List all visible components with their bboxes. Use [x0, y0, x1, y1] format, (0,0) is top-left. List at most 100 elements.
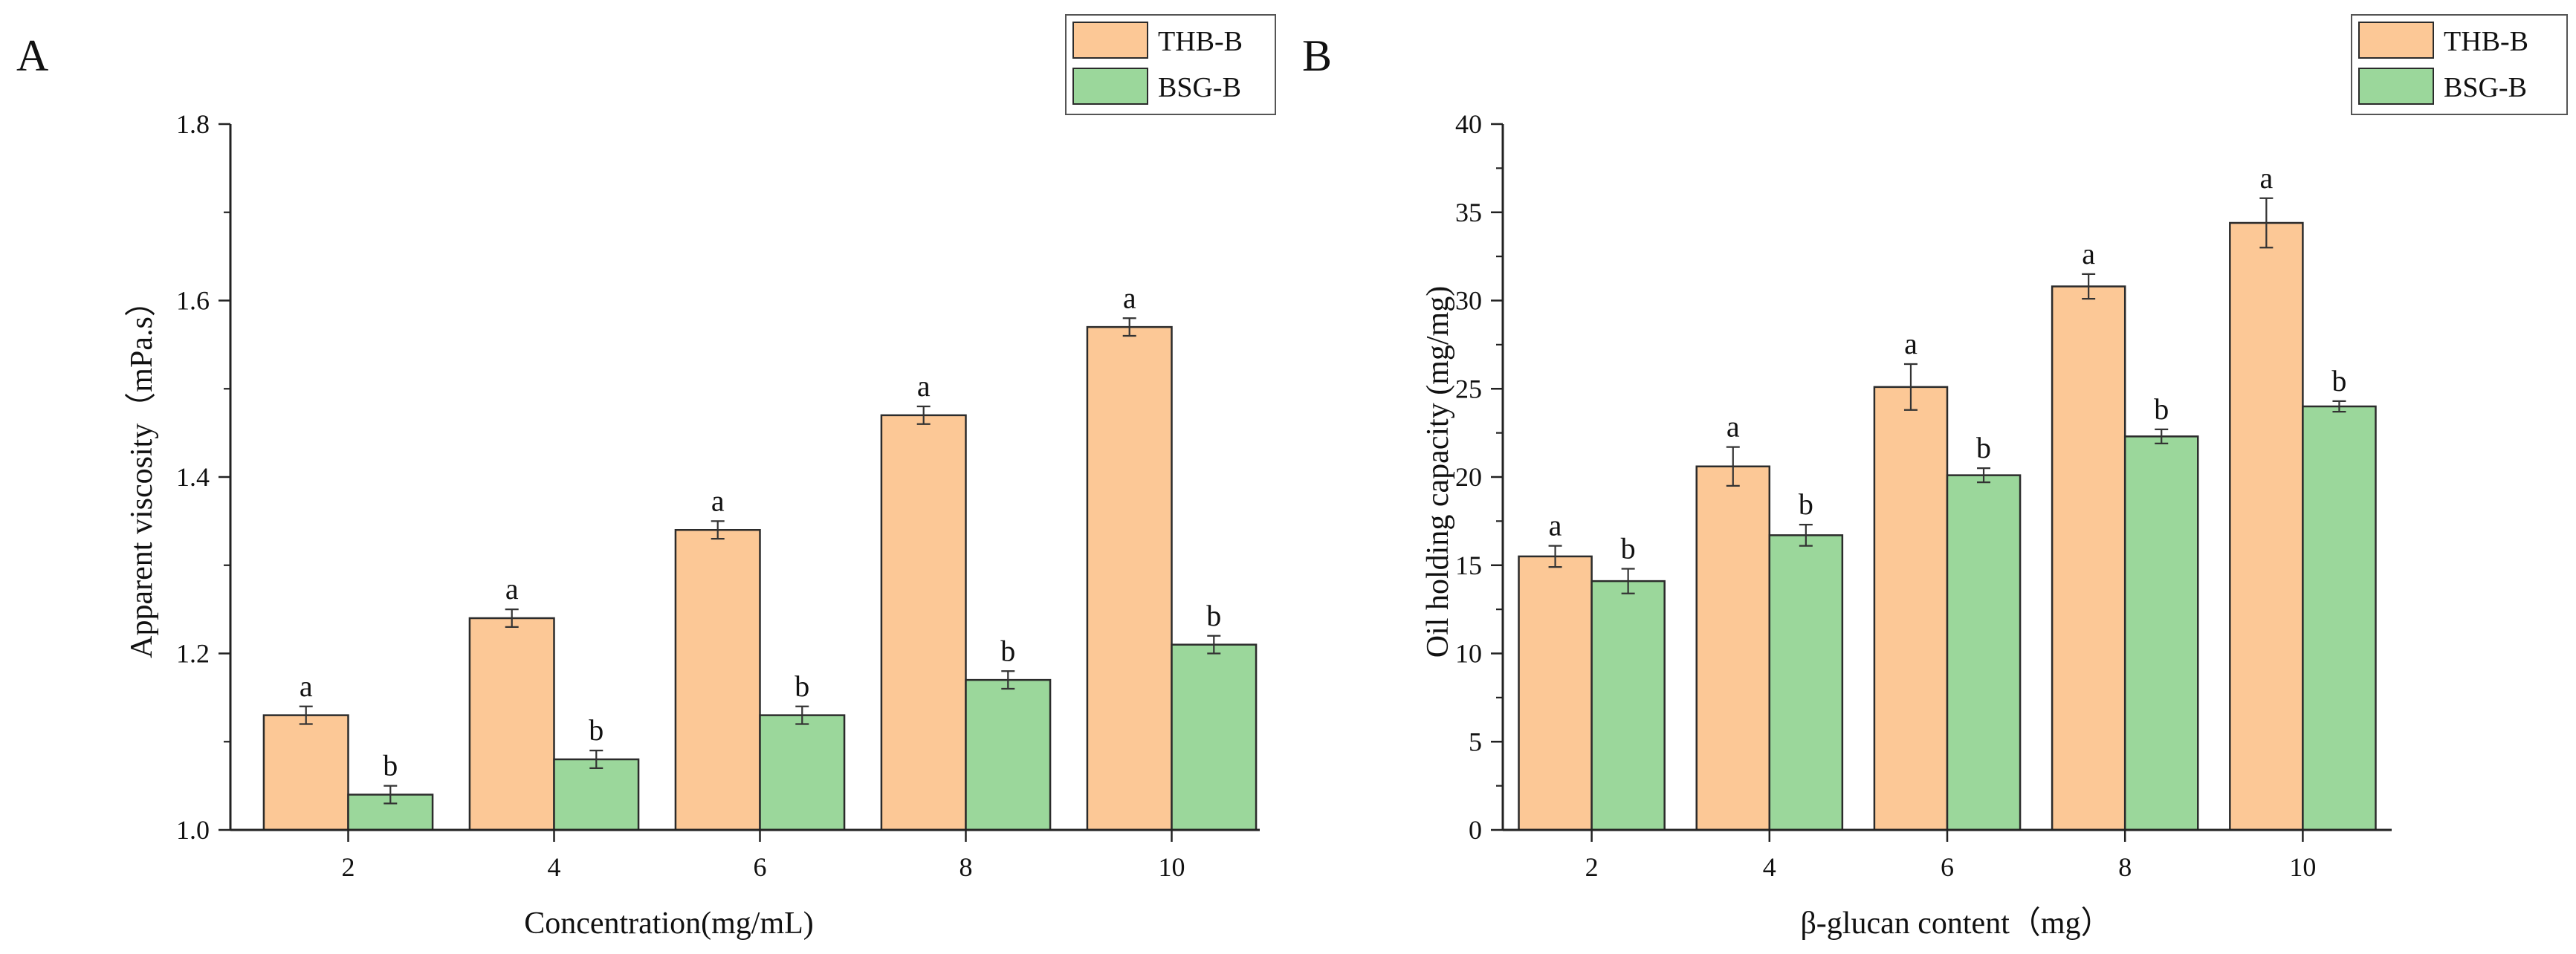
- panel-b-bar-bsg-b-8: [2123, 435, 2199, 831]
- panel-b-bar-thb-b-10: [2229, 221, 2304, 831]
- panel-b-y-tick-label: 10: [1455, 639, 1482, 669]
- panel-a-x-axis-title: Concentration(mg/mL): [524, 906, 814, 941]
- panel-b-sig-label: a: [2082, 237, 2095, 270]
- panel-a-error-bar-bsg-b-8: [1001, 670, 1015, 690]
- panel-b-sig-label: b: [1799, 487, 1813, 521]
- panel-b-error-bar-bsg-b-6: [1977, 467, 1991, 484]
- panel-a-letter: A: [16, 31, 48, 80]
- panel-b-error-bar-bsg-b-10: [2332, 400, 2346, 413]
- panel-b-sig-label: a: [1726, 410, 1740, 444]
- panel-a-error-bar-bsg-b-2: [384, 785, 398, 805]
- panel-a-error-bar-thb-b-2: [299, 705, 313, 725]
- panel-a-x-tick-label: 10: [1159, 852, 1185, 882]
- panel-a-error-bar-thb-b-10: [1122, 317, 1136, 337]
- panel-b-error-bar-thb-b-4: [1726, 446, 1740, 487]
- panel-b-legend-label-thb-b: THB-B: [2444, 26, 2528, 57]
- panel-a-sig-label: a: [1123, 281, 1136, 314]
- panel-b-y-tick-label: 0: [1469, 815, 1482, 845]
- panel-a-sig-label: a: [505, 572, 519, 606]
- panel-a-y-tick-label: 1.8: [176, 109, 210, 139]
- panel-b-bar-thb-b-2: [1518, 555, 1593, 831]
- panel-a-x-tick-label: 4: [548, 852, 561, 882]
- panel-b-bar-bsg-b-4: [1768, 534, 1844, 831]
- panel-a-x-tick-label: 6: [754, 852, 767, 882]
- panel-b-error-bar-bsg-b-8: [2155, 428, 2169, 444]
- panel-a-y-axis-title: Apparent viscosity（mPa.s）: [125, 285, 159, 658]
- panel-b-error-bar-bsg-b-4: [1799, 524, 1813, 547]
- panel-a-error-bar-bsg-b-6: [795, 705, 809, 725]
- panel-a-error-bar-thb-b-8: [916, 405, 931, 425]
- panel-a-bar-thb-b-2: [262, 714, 349, 831]
- panel-b-y-tick-label: 15: [1455, 551, 1482, 580]
- panel-b-error-bar-thb-b-2: [1548, 545, 1562, 568]
- panel-b-sig-label: b: [2331, 364, 2346, 398]
- panel-a-sig-label: b: [383, 749, 398, 782]
- panel-a-bar-thb-b-8: [880, 414, 967, 831]
- panel-b-y-tick-label: 5: [1469, 727, 1482, 756]
- panel-a-legend-label-thb-b: THB-B: [1158, 26, 1243, 57]
- panel-a-y-tick-label: 1.2: [176, 639, 210, 669]
- panel-b-x-axis-title: β-glucan content（mg）: [1800, 906, 2111, 941]
- panel-b-y-tick-label: 30: [1455, 286, 1482, 316]
- panel-a-x-tick-label: 8: [959, 852, 973, 882]
- panel-b-bar-bsg-b-2: [1590, 580, 1666, 831]
- panel-b-x-tick-label: 10: [2289, 852, 2316, 882]
- panel-b-sig-label: a: [1549, 509, 1562, 542]
- panel-a-error-bar-thb-b-6: [711, 520, 725, 540]
- panel-b-x-tick-label: 2: [1585, 852, 1599, 882]
- panel-a-bar-thb-b-4: [468, 617, 555, 831]
- panel-a-sig-label: b: [1206, 599, 1221, 632]
- panel-b-error-bar-bsg-b-2: [1621, 568, 1635, 594]
- panel-b-y-tick-label: 40: [1455, 109, 1482, 139]
- panel-b-sig-label: b: [1976, 431, 1991, 464]
- panel-a-x-tick-label: 2: [342, 852, 355, 882]
- panel-a-sig-label: b: [1000, 634, 1015, 667]
- panel-a-bar-thb-b-10: [1086, 325, 1173, 831]
- panel-a-bar-bsg-b-6: [759, 714, 846, 831]
- panel-b-y-tick-label: 20: [1455, 462, 1482, 492]
- panel-b-error-bar-thb-b-8: [2082, 273, 2096, 300]
- panel-b-legend-swatch-bsg-b: [2358, 68, 2434, 105]
- panel-a-sig-label: a: [711, 484, 725, 517]
- panel-a-bar-bsg-b-4: [553, 758, 640, 831]
- panel-b-error-bar-thb-b-6: [1903, 363, 1918, 411]
- panel-a-error-bar-thb-b-4: [505, 609, 519, 628]
- panel-b-y-tick-label: 25: [1455, 374, 1482, 403]
- panel-a-sig-label: a: [917, 369, 931, 403]
- panel-b-sig-label: a: [1904, 327, 1918, 360]
- panel-b-legend-swatch-thb-b: [2358, 22, 2434, 59]
- panel-a-error-bar-bsg-b-4: [589, 750, 603, 769]
- panel-a-y-tick-label: 1.0: [176, 815, 210, 845]
- panel-a-bar-bsg-b-10: [1171, 643, 1258, 831]
- panel-b-x-tick-label: 4: [1763, 852, 1776, 882]
- panel-a-sig-label: a: [300, 669, 313, 703]
- panel-b-bar-bsg-b-6: [1946, 474, 2022, 831]
- panel-a-sig-label: b: [589, 713, 603, 747]
- panel-b-y-tick-label: 35: [1455, 198, 1482, 227]
- panel-b-error-bar-thb-b-10: [2259, 197, 2274, 249]
- panel-b-sig-label: b: [2154, 392, 2169, 426]
- panel-b-bar-thb-b-4: [1695, 465, 1771, 831]
- panel-b-bar-thb-b-8: [2051, 285, 2126, 831]
- panel-a-legend-swatch-bsg-b: [1072, 68, 1148, 105]
- panel-b-sig-label: b: [1621, 532, 1636, 565]
- panel-a-legend-swatch-thb-b: [1072, 22, 1148, 59]
- panel-a-bar-bsg-b-8: [965, 678, 1052, 831]
- panel-b: B β-glucan content（mg） Oil holding capac…: [1302, 14, 2568, 941]
- panel-b-x-tick-label: 8: [2118, 852, 2132, 882]
- panel-b-bar-bsg-b-10: [2302, 405, 2377, 831]
- panel-b-sig-label: a: [2259, 161, 2273, 195]
- panel-b-letter: B: [1302, 31, 1332, 80]
- panel-a: A Concentration(mg/mL) Apparent viscosit…: [16, 14, 1276, 941]
- panel-a-y-tick-label: 1.6: [176, 286, 210, 316]
- panel-a-legend-label-bsg-b: BSG-B: [1158, 72, 1241, 103]
- panel-b-x-tick-label: 6: [1941, 852, 1954, 882]
- panel-b-y-axis-title: Oil holding capacity (mg/mg): [1421, 286, 1455, 658]
- panel-a-bar-thb-b-6: [674, 529, 761, 831]
- panel-b-legend-label-bsg-b: BSG-B: [2444, 72, 2527, 103]
- panel-a-error-bar-bsg-b-10: [1207, 635, 1221, 655]
- panel-b-bar-thb-b-6: [1873, 386, 1949, 831]
- panel-a-sig-label: b: [795, 669, 809, 703]
- panel-a-y-tick-label: 1.4: [176, 462, 210, 492]
